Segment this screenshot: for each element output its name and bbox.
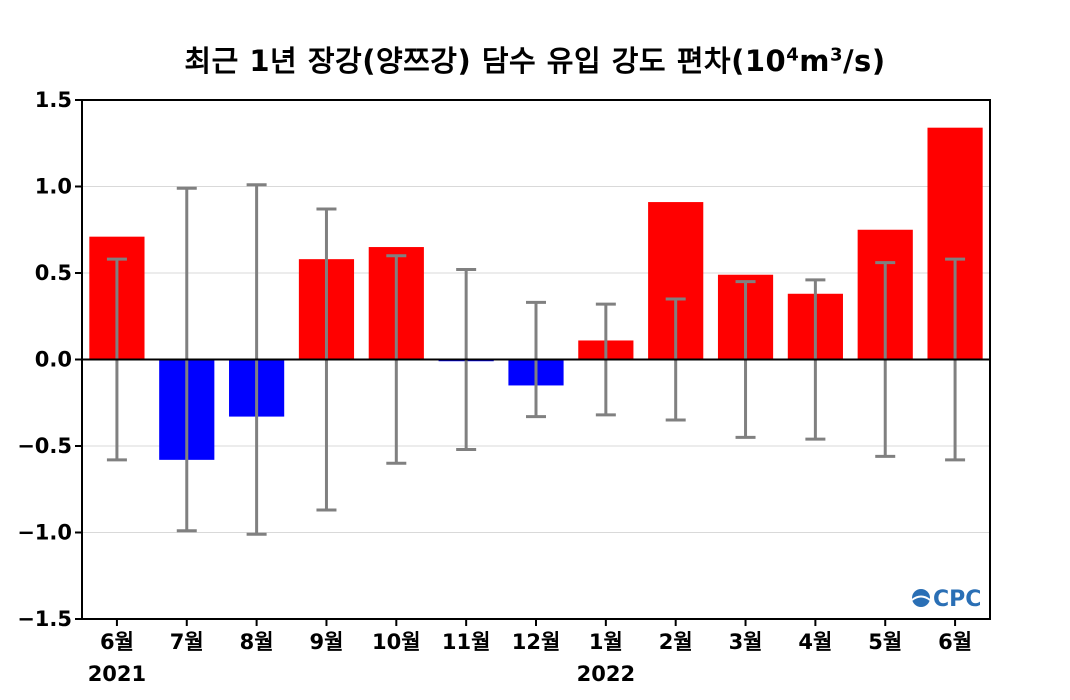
year-label: 2021 <box>88 662 146 686</box>
cpc-logo: CPC <box>911 587 981 612</box>
x-tick-label: 8월 <box>240 630 274 654</box>
x-tick-label: 6월 <box>938 630 972 654</box>
chart-title-sup-1: 4 <box>786 44 800 66</box>
x-tick-label: 2월 <box>659 630 693 654</box>
cpc-logo-wave <box>911 595 931 601</box>
y-tick-label: 0.5 <box>35 261 72 285</box>
y-tick-label: −1.5 <box>17 607 72 631</box>
x-tick-label: 5월 <box>868 630 902 654</box>
chart-title: 최근 1년 장강(양쯔강) 담수 유입 강도 편차(104m3/s) <box>0 38 1070 80</box>
y-axis: 1.5 1.0 0.5 0.0 −0.5 −1.0 −1.5 <box>17 88 82 631</box>
chart-title-end: /s) <box>842 44 886 78</box>
x-tick-label: 7월 <box>170 630 204 654</box>
chart-title-mid: m <box>799 44 830 78</box>
x-tick-label: 4월 <box>798 630 832 654</box>
grid-lines <box>82 186 990 533</box>
y-tick-label: −0.5 <box>17 434 72 458</box>
x-tick-label: 1월 <box>589 630 623 654</box>
x-axis: 6월 7월 8월 9월 10월 11월 12월 1월 2월 3월 4월 5월 6월 2021 2022 <box>88 619 972 686</box>
x-tick-label: 12월 <box>512 630 561 654</box>
x-tick-label: 3월 <box>729 630 763 654</box>
x-tick-label: 11월 <box>442 630 491 654</box>
cpc-logo-mark <box>912 589 930 607</box>
x-tick-label: 9월 <box>309 630 343 654</box>
y-tick-label: 1.5 <box>35 88 72 112</box>
x-tick-label: 10월 <box>372 630 421 654</box>
year-label: 2022 <box>577 662 635 686</box>
chart-title-main: 최근 1년 장강(양쯔강) 담수 유입 강도 편차(10 <box>184 44 787 78</box>
y-tick-label: −1.0 <box>17 521 72 545</box>
y-tick-label: 0.0 <box>35 348 72 372</box>
y-tick-label: 1.0 <box>35 175 72 199</box>
cpc-logo-text: CPC <box>933 587 981 612</box>
chart-title-sup-2: 3 <box>829 44 843 66</box>
x-tick-label: 6월 <box>100 630 134 654</box>
error-bars <box>106 183 966 536</box>
